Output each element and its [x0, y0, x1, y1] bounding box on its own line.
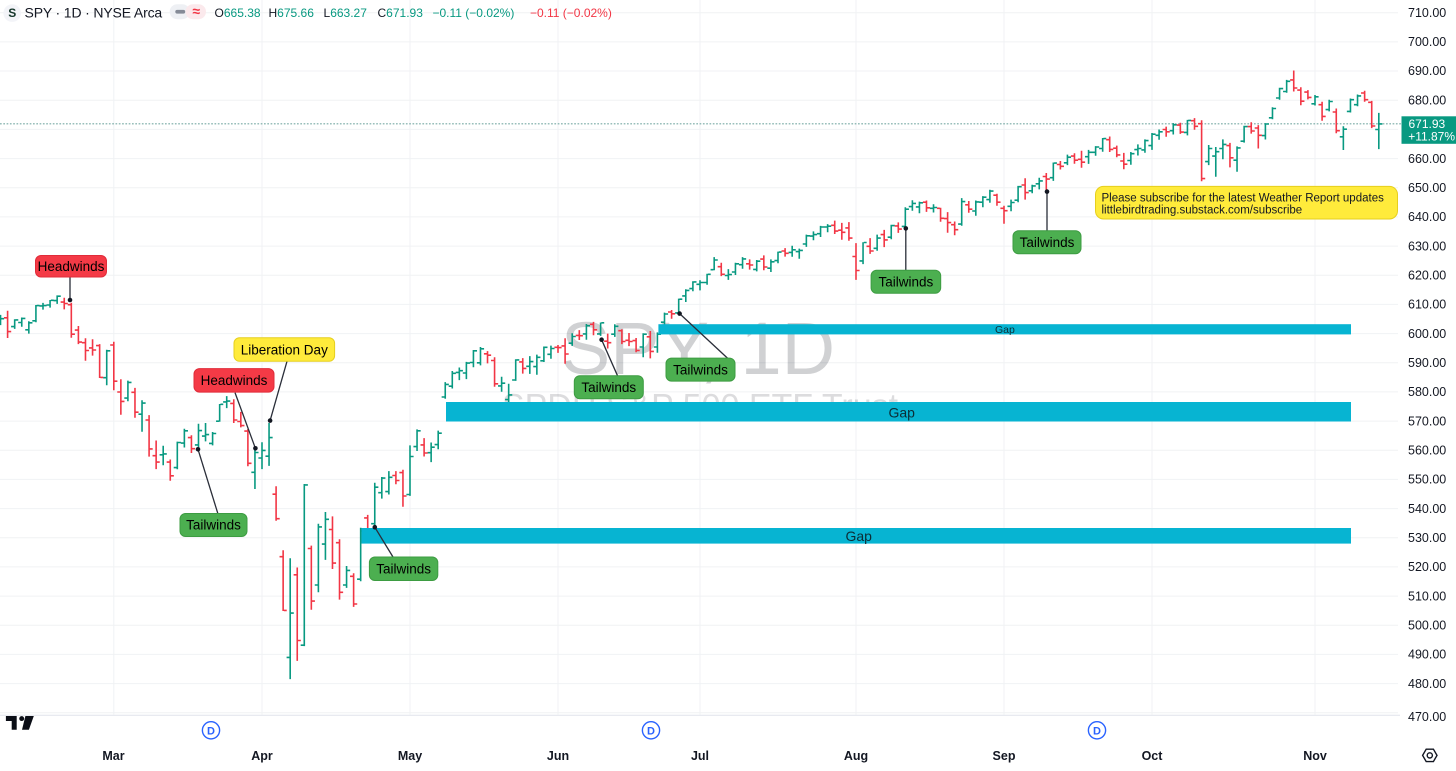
svg-text:520.00: 520.00 [1408, 560, 1446, 574]
svg-text:620.00: 620.00 [1408, 268, 1446, 282]
svg-text:560.00: 560.00 [1408, 443, 1446, 457]
svg-text:S: S [8, 6, 16, 20]
svg-text:470.00: 470.00 [1408, 710, 1446, 724]
svg-text:Tailwinds: Tailwinds [1020, 235, 1075, 250]
svg-text:610.00: 610.00 [1408, 298, 1446, 312]
svg-text:Aug: Aug [844, 749, 868, 763]
svg-text:L663.27: L663.27 [324, 6, 368, 20]
svg-text:Oct: Oct [1142, 749, 1164, 763]
svg-text:630.00: 630.00 [1408, 239, 1446, 253]
svg-text:580.00: 580.00 [1408, 385, 1446, 399]
svg-text:O665.38: O665.38 [215, 6, 261, 20]
svg-text:Jul: Jul [691, 749, 709, 763]
svg-text:650.00: 650.00 [1408, 181, 1446, 195]
svg-text:700.00: 700.00 [1408, 35, 1446, 49]
svg-text:littlebirdtrading.substack.com: littlebirdtrading.substack.com/subscribe [1102, 204, 1303, 216]
svg-text:D: D [207, 725, 215, 737]
svg-text:Tailwinds: Tailwinds [673, 362, 728, 377]
svg-text:510.00: 510.00 [1408, 589, 1446, 603]
svg-text:570.00: 570.00 [1408, 414, 1446, 428]
svg-text:Mar: Mar [102, 749, 124, 763]
svg-text:550.00: 550.00 [1408, 473, 1446, 487]
svg-text:Tailwinds: Tailwinds [879, 275, 934, 290]
svg-text:Sep: Sep [993, 749, 1016, 763]
svg-text:490.00: 490.00 [1408, 648, 1446, 662]
svg-text:690.00: 690.00 [1408, 64, 1446, 78]
svg-text:Tailwinds: Tailwinds [186, 518, 241, 533]
svg-text:+11.87%: +11.87% [1408, 129, 1455, 143]
svg-text:Gap: Gap [846, 528, 873, 544]
svg-text:Apr: Apr [251, 749, 273, 763]
svg-text:540.00: 540.00 [1408, 502, 1446, 516]
svg-text:Headwinds: Headwinds [38, 259, 105, 274]
svg-text:Please subscribe for the lates: Please subscribe for the latest Weather … [1102, 193, 1385, 205]
svg-text:530.00: 530.00 [1408, 531, 1446, 545]
svg-text:Gap: Gap [995, 324, 1015, 336]
svg-text:Tailwinds: Tailwinds [581, 380, 636, 395]
svg-text:Headwinds: Headwinds [201, 373, 268, 388]
svg-text:Nov: Nov [1303, 749, 1327, 763]
svg-text:710.00: 710.00 [1408, 6, 1446, 20]
svg-text:Liberation Day: Liberation Day [241, 342, 328, 357]
svg-text:H675.66: H675.66 [269, 6, 315, 20]
svg-text:D: D [647, 725, 655, 737]
svg-text:−0.11 (−0.02%): −0.11 (−0.02%) [530, 6, 612, 20]
svg-text:680.00: 680.00 [1408, 93, 1446, 107]
svg-text:Gap: Gap [889, 404, 916, 420]
svg-text:500.00: 500.00 [1408, 619, 1446, 633]
svg-text:Jun: Jun [547, 749, 569, 763]
svg-text:640.00: 640.00 [1408, 210, 1446, 224]
svg-text:≈: ≈ [192, 3, 200, 19]
svg-text:600.00: 600.00 [1408, 327, 1446, 341]
svg-text:SPY · 1D · NYSE Arca: SPY · 1D · NYSE Arca [25, 5, 163, 21]
svg-text:480.00: 480.00 [1408, 677, 1446, 691]
svg-text:590.00: 590.00 [1408, 356, 1446, 370]
svg-text:−0.11 (−0.02%): −0.11 (−0.02%) [433, 6, 515, 20]
svg-text:Tailwinds: Tailwinds [376, 561, 431, 576]
svg-text:May: May [398, 749, 422, 763]
svg-text:C671.93: C671.93 [378, 6, 424, 20]
svg-text:D: D [1093, 725, 1101, 737]
svg-text:660.00: 660.00 [1408, 152, 1446, 166]
